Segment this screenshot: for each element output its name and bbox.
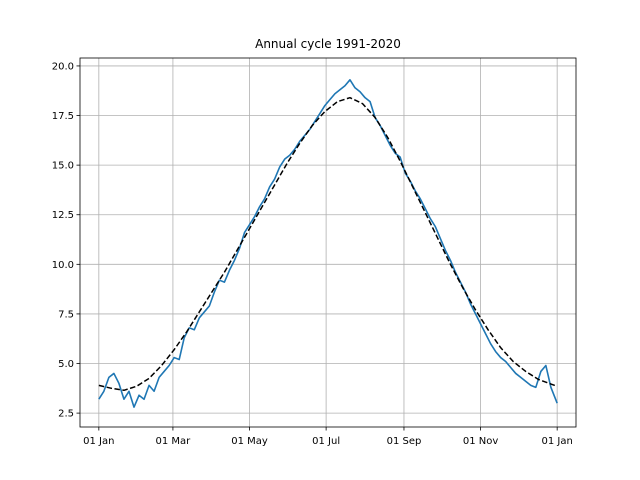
y-tick-label: 5.0 xyxy=(58,359,74,370)
climatology-series-line xyxy=(98,96,558,392)
series-layer xyxy=(98,79,558,408)
x-tick-label: 01 Jan xyxy=(542,436,573,447)
x-tick-label: 01 May xyxy=(231,436,268,447)
grid xyxy=(80,58,576,427)
chart-title: Annual cycle 1991-2020 xyxy=(255,37,401,51)
plot-frame xyxy=(79,57,577,428)
y-tick-label: 15.0 xyxy=(52,161,74,172)
x-tick-label: 01 Mar xyxy=(156,436,192,447)
x-tick-label: 01 Nov xyxy=(463,436,499,447)
x-tick-label: 01 Jan xyxy=(83,436,114,447)
y-tick-label: 10.0 xyxy=(52,260,74,271)
x-tick-label: 01 Sep xyxy=(387,436,422,447)
x-tick-label: 01 Jul xyxy=(312,436,340,447)
y-tick-label: 12.5 xyxy=(52,210,74,221)
y-tick-label: 2.5 xyxy=(58,409,74,420)
y-tick-label: 7.5 xyxy=(58,309,74,320)
axis-ticks: 01 Jan 01 Mar 01 May 01 Jul 01 Sep 01 Nov 01 J… xyxy=(52,61,573,447)
y-tick-label: 20.0 xyxy=(52,61,74,72)
daily-series-line xyxy=(98,79,558,408)
y-tick-label: 17.5 xyxy=(52,111,74,122)
